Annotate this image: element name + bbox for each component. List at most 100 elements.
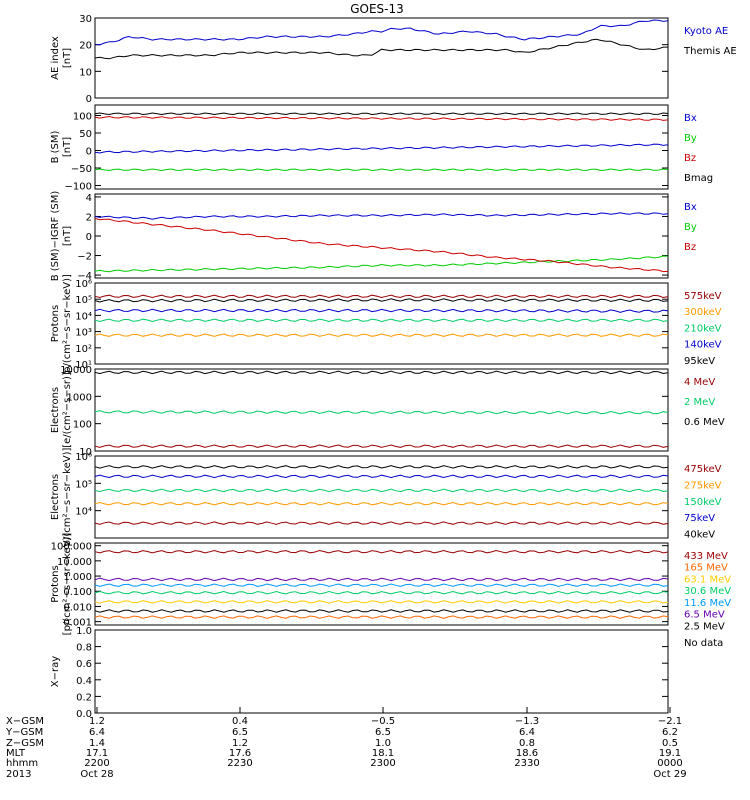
footer-value: 1.4: [89, 738, 105, 749]
series-line-2-MeV: [94, 410, 669, 415]
panel-frame: [94, 629, 669, 714]
y-tick-label: 0.0: [76, 709, 92, 720]
footer-row-label: MLT: [6, 748, 26, 759]
series-line-95keV: [94, 298, 669, 303]
y-tick-label: 50: [79, 129, 92, 140]
y-axis-label: B (SM): [50, 130, 61, 163]
legend-0.6-MeV: 0.6 MeV: [684, 417, 725, 428]
y-tick-label: 1.0: [76, 626, 92, 637]
legend-Kyoto-AE: Kyoto AE: [684, 26, 728, 37]
panel-electrons_kev: 10⁴ 10⁵ 10⁶ Electrons p/(cm²−s−sr−keV)] 475ke…: [50, 448, 722, 547]
y-tick-label: −2: [77, 252, 92, 263]
y-axis-label: Electrons: [50, 474, 61, 520]
legend-300keV: 300keV: [684, 307, 722, 318]
series-line-475keV: [94, 521, 669, 525]
panel-frame: [94, 17, 669, 99]
series-line-433-MeV: [94, 549, 669, 554]
y-tick-label: 10⁶: [75, 279, 92, 290]
y-tick-label: 4: [86, 193, 92, 204]
legend-By: By: [684, 133, 697, 144]
legend-30.6-MeV: 30.6 MeV: [684, 586, 731, 597]
panel-electrons_mev: 10 100 1000 10000 Electrons [e/(cm²−s−sr)] 4 M…: [50, 365, 725, 458]
y-tick-label: 10000: [60, 365, 92, 376]
series-line-150keV: [94, 488, 669, 493]
footer-value: 6.4: [89, 727, 105, 738]
footer-row-label: X−GSM: [6, 716, 44, 727]
y-tick-label: 0.2: [76, 692, 92, 703]
footer-value: 6.5: [232, 727, 248, 738]
legend-No-data: No data: [684, 638, 723, 649]
y-tick-label: −100: [65, 182, 92, 193]
legend-2.5-MeV: 2.5 MeV: [684, 621, 725, 632]
series-line-63.1-MeV: [94, 600, 669, 604]
y-tick-label: 0.4: [76, 676, 92, 687]
y-tick-label: 0.010: [63, 602, 92, 613]
footer-value: 18.1: [372, 748, 394, 759]
footer-value: 1.2: [232, 738, 248, 749]
legend-150keV: 150keV: [684, 497, 722, 508]
legend-Bmag: Bmag: [684, 173, 713, 184]
y-tick-label: 2: [86, 212, 92, 223]
series-line-6.5-MeV: [94, 577, 669, 582]
orbit-footer: X−GSMY−GSMZ−GSMMLThhmm20131.26.41.417.12…: [5, 707, 687, 780]
panel-ae: 0 10 20 30 AE index [nT] Kyoto AE Themis AE: [50, 14, 737, 105]
y-tick-label: 0.100: [63, 587, 92, 598]
footer-value: 2300: [370, 758, 395, 769]
legend-140keV: 140keV: [684, 340, 722, 351]
y-axis-label: AE index: [50, 36, 61, 80]
footer-value: −2.1: [658, 716, 682, 727]
series-line-275keV: [94, 501, 669, 506]
footer-row-label: 2013: [6, 769, 31, 780]
y-tick-label: 30: [79, 14, 92, 25]
series-line-210keV: [94, 318, 669, 323]
y-tick-label: 10⁶: [75, 452, 92, 463]
legend-2-MeV: 2 MeV: [684, 397, 715, 408]
legend-Bz: Bz: [684, 153, 696, 164]
series-line-Themis-AE: [94, 38, 668, 60]
y-tick-label: 0.6: [76, 659, 92, 670]
y-tick-label: 10.000: [57, 557, 92, 568]
y-axis-label: Protons: [50, 305, 61, 342]
legend-575keV: 575keV: [684, 291, 722, 302]
y-axis-label: X−ray: [50, 656, 61, 687]
y-tick-label: 100: [73, 112, 92, 123]
legend-4-MeV: 4 MeV: [684, 377, 715, 388]
series-line-11.6-MeV: [94, 583, 669, 587]
legend-433-MeV: 433 MeV: [684, 551, 728, 562]
legend-63.1-MeV: 63.1 MeV: [684, 574, 731, 585]
series-line-Kyoto-AE: [95, 19, 669, 46]
y-tick-label: 20: [79, 41, 92, 52]
y-tick-label: 10⁴: [75, 507, 92, 518]
y-tick-label: 1000: [67, 392, 92, 403]
footer-value: 0.4: [232, 716, 248, 727]
series-line-Bx: [94, 143, 669, 154]
y-axis-label: Protons: [50, 565, 61, 602]
series-line-2.5-MeV: [94, 609, 669, 613]
y-axis-label: [nT]: [62, 48, 73, 68]
footer-value: 17.1: [86, 748, 108, 759]
series-line-Bz: [94, 115, 669, 121]
footer-value: 2200: [84, 758, 109, 769]
footer-value: 6.4: [519, 727, 535, 738]
panel-xray: 0.0 0.2 0.4 0.6 0.8 1.0 X−ray No data: [50, 626, 723, 720]
y-tick-label: 10⁵: [75, 479, 92, 490]
y-tick-label: 0.8: [76, 643, 92, 654]
legend-210keV: 210keV: [684, 323, 722, 334]
footer-value: 6.2: [662, 727, 678, 738]
series-line-300keV: [94, 333, 669, 337]
chart-title: GOES-13: [350, 2, 404, 16]
footer-value: −0.5: [371, 716, 395, 727]
footer-value: 0.8: [519, 738, 535, 749]
y-tick-label: 10: [79, 447, 92, 458]
footer-value: 0000: [657, 758, 682, 769]
footer-value: −1.3: [515, 716, 539, 727]
panel-protons_low: 10¹ 10² 10³ 10⁴ 10⁵ 10⁶ Protons p/(cm²−s−sr−keV…: [50, 274, 722, 373]
legend-275keV: 275keV: [684, 480, 722, 491]
y-tick-label: 0: [86, 232, 92, 243]
footer-value: 1.0: [375, 738, 391, 749]
footer-value: 18.6: [516, 748, 538, 759]
series-line-Bz: [94, 217, 669, 273]
y-tick-label: 10⁴: [75, 311, 92, 322]
footer-row-label: hhmm: [6, 758, 38, 769]
